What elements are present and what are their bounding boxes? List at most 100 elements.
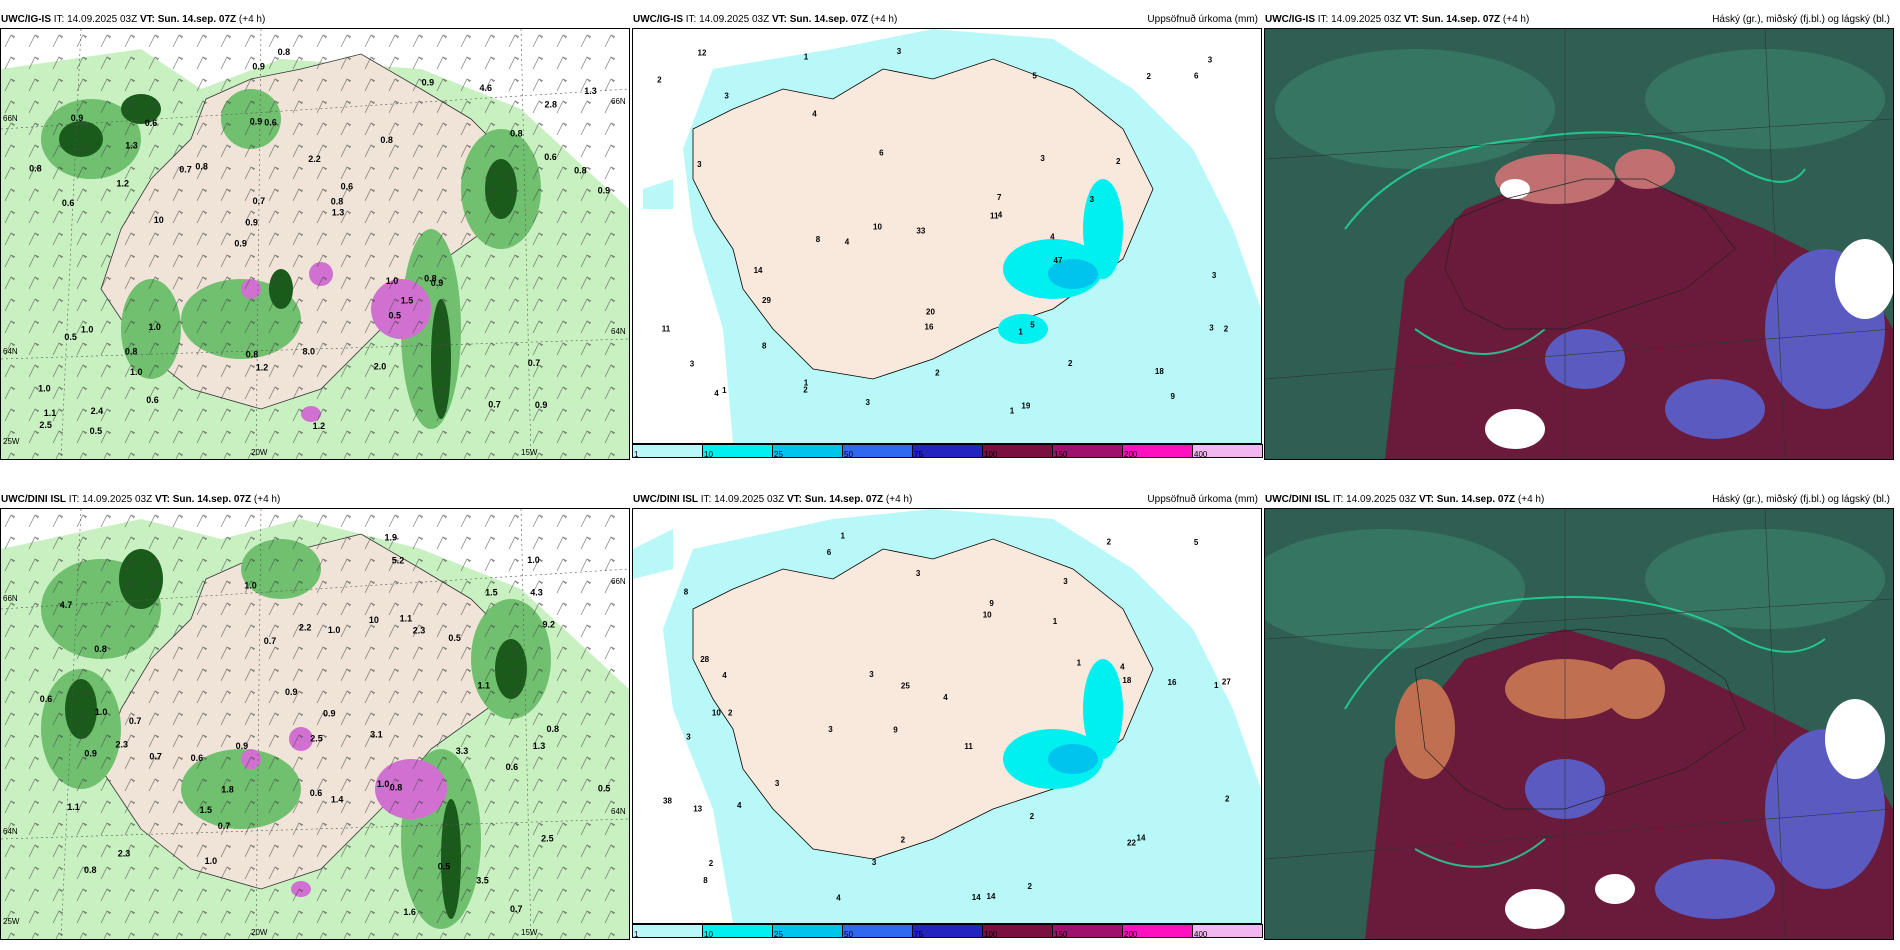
- map-view[interactable]: 66N 64N 25W 20W 15W 66N 64N 0.9 0.6 2.8 0.9…: [0, 28, 630, 460]
- it-value: 14.09.2025 03Z: [82, 494, 153, 505]
- precip-value-label: 1: [804, 53, 809, 62]
- precip-value-label: 2.2: [308, 154, 321, 164]
- it-label: IT:: [53, 14, 65, 25]
- precip-value-label: 4.6: [480, 83, 493, 93]
- lon-label: 25W: [3, 917, 20, 926]
- lon-label: 20W: [251, 448, 268, 457]
- model-name: UWC/IG-IS: [1, 14, 51, 25]
- map-view[interactable]: 66N 64N 25W 20W 15W 66N 64N 0.7 2.3 1.0 4.7…: [0, 508, 630, 940]
- map-view[interactable]: [1264, 28, 1894, 460]
- precip-value-label: 4.3: [530, 587, 543, 597]
- colorbar-tick-label: 25: [774, 930, 783, 939]
- precip-value-label: 1.0: [328, 625, 341, 635]
- precip-value-label: 1.1: [44, 408, 57, 418]
- field-title: Háský (gr.), miðský (fj.bl.) og lágský (…: [1712, 14, 1890, 25]
- precip-value-label: 0.8: [510, 129, 523, 139]
- colorbar-segment: [632, 444, 703, 458]
- map-view[interactable]: 1 3 1 9 11 2 8 1 3 10 4 8 6 3 14 14 2 2 1 3 4 10 27 16 38 28 25 18 1…: [632, 508, 1262, 924]
- clear-sky: [1505, 699, 1885, 929]
- model-name: UWC/DINI ISL: [1, 494, 66, 505]
- precip-value-label: 0.9: [71, 113, 84, 123]
- colorbar-segment: [632, 924, 703, 938]
- precip-value-label: 0.8: [331, 197, 344, 207]
- precip-value-label: 1: [804, 379, 809, 388]
- high-cloud: [1275, 49, 1885, 169]
- precip-value-label: 18: [1122, 676, 1131, 685]
- precip-value-label: 5: [1194, 538, 1199, 547]
- precip-value-label: 4: [714, 389, 719, 398]
- precip-value-label: 1.5: [200, 805, 213, 815]
- precip-value-label: 1.8: [221, 785, 234, 795]
- precip-value-label: 0.8: [125, 347, 138, 357]
- precip-value-label: 9.2: [543, 619, 556, 629]
- precip-value-label: 0.7: [264, 636, 277, 646]
- precip-value-label: 1.0: [377, 779, 390, 789]
- vt-label: VT:: [786, 494, 802, 505]
- lat-label: 66N: [3, 114, 18, 123]
- panel-igis-clouds: UWC/IG-IS IT: 14.09.2025 03Z VT: Sun. 14…: [1264, 12, 1894, 460]
- precip-value-label: 0.8: [94, 644, 107, 654]
- lon-label: 20W: [251, 928, 268, 937]
- precip-value-label: 0.7: [129, 716, 142, 726]
- precip-value-label: 3: [1090, 195, 1095, 204]
- wind-precip-map: 66N 64N 25W 20W 15W 66N 64N 0.7 2.3 1.0 4.7…: [1, 509, 629, 939]
- precip-value-label: 14: [1137, 834, 1146, 843]
- precip-value-label: 1.0: [148, 322, 161, 332]
- panel-header: UWC/IG-IS IT: 14.09.2025 03Z VT: Sun. 14…: [1, 12, 629, 28]
- vt-value: Sun. 14.sep. 07Z: [1421, 14, 1501, 25]
- precip-value-label: 4: [1120, 662, 1125, 671]
- precip-value-label: 0.6: [145, 118, 158, 128]
- precip-value-label: 3: [869, 670, 874, 679]
- precip-value-label: 0.5: [438, 862, 451, 872]
- precip-value-label: 1.0: [95, 707, 108, 717]
- precip-value-label: 2: [728, 708, 733, 717]
- it-label: IT:: [700, 494, 712, 505]
- precip-values: 3112138936221016511324213742141129124733…: [657, 47, 1229, 415]
- high-cloud: [1265, 529, 1885, 649]
- precip-value-label: 1: [1077, 659, 1082, 668]
- precip-value-label: 27: [1222, 678, 1231, 687]
- precip-value-label: 4: [812, 110, 817, 119]
- precip-value-label: 14: [987, 892, 996, 901]
- clear-sky: [1485, 179, 1893, 449]
- field-title: Uppsöfnuð úrkoma (mm): [1147, 494, 1258, 505]
- precip-value-label: 2: [709, 859, 714, 868]
- precip-value-label: 3: [724, 92, 729, 101]
- precip-value-label: 3: [897, 47, 902, 56]
- precip-value-label: 11: [662, 324, 671, 333]
- precip-value-label: 0.8: [278, 47, 291, 57]
- precip-value-label: 2.5: [310, 734, 323, 744]
- precip-value-label: 1.0: [386, 276, 399, 286]
- colorbar-tick-label: 400: [1194, 450, 1208, 459]
- precip-value-label: 0.5: [389, 311, 402, 321]
- precip-value-label: 0.8: [380, 135, 393, 145]
- precip-value-label: 0.7: [510, 904, 523, 914]
- vt-label: VT:: [1418, 494, 1434, 505]
- panel-dini-accum-precip: UWC/DINI ISL IT: 14.09.2025 03Z VT: Sun.…: [632, 492, 1263, 940]
- cloud-cover-map: [1265, 509, 1893, 939]
- precip-value-label: 4: [737, 801, 742, 810]
- precip-value-label: 19: [1021, 402, 1030, 411]
- vt-value: Sun. 14.sep. 07Z: [789, 14, 869, 25]
- precip-value-label: 1.3: [125, 141, 138, 151]
- precip-value-label: 5.2: [392, 556, 405, 566]
- vt-value: Sun. 14.sep. 07Z: [172, 494, 252, 505]
- precip-value-label: 3: [916, 569, 921, 578]
- model-name: UWC/IG-IS: [633, 14, 683, 25]
- precip-values: 0.90.62.80.90.82.40.92.21.00.81.01.00.60…: [29, 47, 610, 436]
- precip-value-label: 1.2: [117, 178, 130, 188]
- map-view[interactable]: [1264, 508, 1894, 940]
- vt-label: VT:: [1403, 14, 1419, 25]
- field-title: Uppsöfnuð úrkoma (mm): [1147, 14, 1258, 25]
- precip-value-label: 1.0: [205, 856, 218, 866]
- precip-value-label: 3: [1063, 577, 1068, 586]
- precip-value-label: 1.2: [256, 363, 269, 373]
- lon-label: 15W: [521, 448, 538, 457]
- precip-value-label: 1: [1214, 681, 1219, 690]
- precip-value-label: 0.9: [245, 218, 258, 228]
- precip-value-label: 2: [1068, 359, 1073, 368]
- map-view[interactable]: 3 1 1 2 1 3 8 9 3 6 2 2 10 16 5 11 3 2 4 2 1 3 7 4 2 14 11 29 12 47 33…: [632, 28, 1262, 444]
- accum-precip-map: 3112138936221016511324213742141129124733…: [633, 29, 1261, 443]
- precip-value-label: 16: [925, 323, 934, 332]
- precip-value-label: 2.3: [118, 848, 131, 858]
